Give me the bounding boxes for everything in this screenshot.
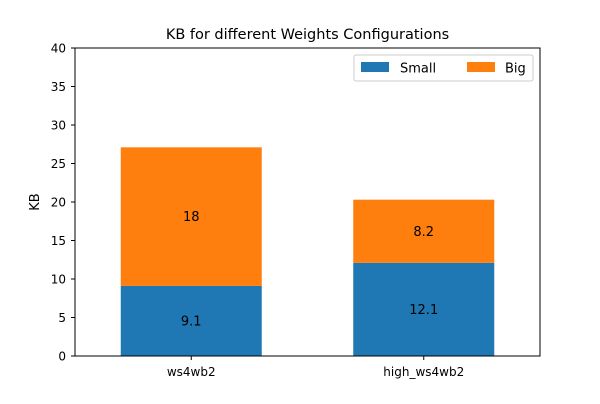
bar-label-small-0: 9.1 [181, 314, 202, 329]
bars-group [120, 147, 495, 356]
chart-title: KB for different Weights Configurations [166, 27, 449, 43]
legend: Small Big [353, 54, 534, 82]
bar-big-0 [120, 147, 262, 286]
y-tick-label: 25 [51, 157, 66, 171]
legend-label-big: Big [505, 62, 526, 77]
y-axis-label: KB [28, 193, 43, 210]
x-tick-label: high_ws4wb2 [383, 365, 464, 379]
bar-label-big-0: 18 [183, 210, 200, 225]
legend-box [353, 54, 534, 82]
y-axis-ticks: 0 5 10 15 20 25 30 35 40 [51, 42, 75, 364]
legend-label-small: Small [400, 62, 436, 77]
y-tick-label: 30 [51, 119, 66, 133]
x-tick-label: ws4wb2 [167, 365, 216, 379]
y-tick-label: 15 [51, 234, 66, 248]
bar-small-1 [353, 262, 495, 356]
y-tick-label: 5 [58, 311, 66, 325]
y-tick-label: 40 [51, 42, 66, 56]
plot-frame [74, 47, 541, 357]
legend-swatch-small [361, 62, 389, 72]
bar-label-big-1: 8.2 [413, 225, 434, 240]
bar-small-0 [120, 285, 262, 356]
y-tick-label: 0 [58, 350, 66, 364]
y-tick-label: 35 [51, 80, 66, 94]
x-axis-ticks: ws4wb2 high_ws4wb2 [167, 356, 464, 379]
legend-swatch-big [467, 62, 495, 72]
bar-big-1 [353, 199, 495, 263]
y-tick-label: 20 [51, 196, 66, 210]
y-tick-label: 10 [51, 273, 66, 287]
bar-value-labels: 9.1 18 12.1 8.2 [181, 210, 438, 329]
bar-label-small-1: 12.1 [409, 303, 438, 318]
